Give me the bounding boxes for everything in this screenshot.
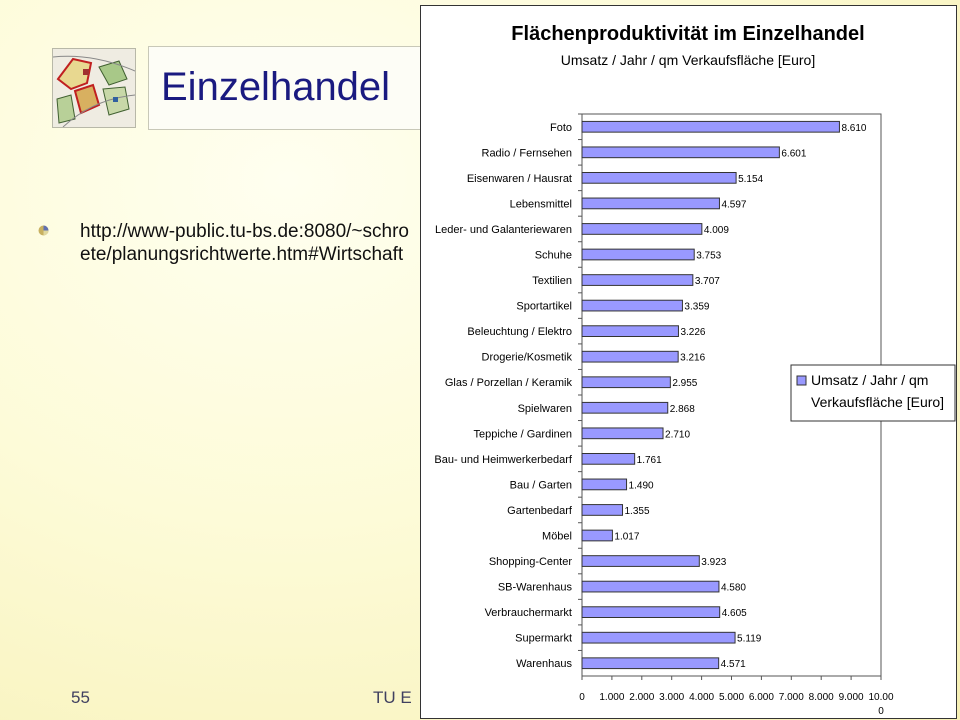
- data-label: 4.580: [721, 583, 746, 594]
- bullet-icon: [38, 225, 49, 236]
- category-label: Leder- und Galanteriewaren: [435, 224, 572, 236]
- category-label: Supermarkt: [515, 633, 572, 645]
- x-tick-label: 4.000: [689, 692, 714, 703]
- data-label: 5.154: [738, 174, 763, 185]
- x-tick-label: 5.000: [719, 692, 744, 703]
- data-label: 3.753: [696, 251, 721, 262]
- category-label: Verbrauchermarkt: [485, 607, 572, 619]
- bar-chart: Flächenproduktivität im Einzelhandel Umsa…: [434, 23, 956, 717]
- data-label: 4.009: [704, 225, 729, 236]
- map-thumbnail-graphic: [53, 49, 135, 127]
- category-label: Radio / Fernsehen: [482, 147, 573, 159]
- category-label: Gartenbedarf: [507, 505, 573, 517]
- bar: [581, 580, 720, 593]
- category-label: Foto: [550, 122, 572, 134]
- legend-label: Verkaufsfläche [Euro]: [811, 394, 944, 410]
- legend-label: Umsatz / Jahr / qm: [811, 372, 928, 388]
- data-label: 4.571: [721, 659, 746, 670]
- bar: [581, 274, 694, 286]
- data-label: 2.868: [670, 404, 695, 415]
- x-tick-label: 8.000: [809, 692, 834, 703]
- bar: [581, 376, 671, 389]
- x-tick-label: 0: [579, 692, 585, 703]
- category-label: Drogerie/Kosmetik: [482, 352, 573, 364]
- category-label: Beleuchtung / Elektro: [467, 326, 572, 338]
- bar: [581, 299, 683, 312]
- data-label: 3.359: [684, 302, 709, 313]
- data-label: 1.761: [637, 455, 662, 466]
- bullet-link-text[interactable]: http://www-public.tu-bs.de:8080/~schroet…: [80, 221, 409, 265]
- bar: [581, 248, 695, 261]
- bar: [581, 631, 736, 644]
- category-label: Bau / Garten: [510, 479, 572, 491]
- x-tick-label: 9.000: [839, 692, 864, 703]
- data-label: 8.610: [841, 123, 866, 134]
- legend-box: [790, 364, 956, 422]
- x-tick-label: 6.000: [749, 692, 774, 703]
- bar: [581, 325, 679, 338]
- category-label: Spielwaren: [518, 403, 572, 415]
- data-label: 3.216: [680, 353, 705, 364]
- category-label: Teppiche / Gardinen: [474, 428, 572, 440]
- bar: [581, 223, 703, 235]
- footer-text: TU E: [373, 688, 412, 707]
- bar: [581, 171, 737, 184]
- chart-title: Flächenproduktivität im Einzelhandel: [511, 23, 864, 45]
- data-label: 1.490: [629, 480, 654, 491]
- category-label: Schuhe: [535, 250, 572, 262]
- data-label: 2.955: [672, 378, 697, 389]
- bar: [581, 146, 780, 159]
- map-thumbnail: [52, 48, 136, 128]
- category-label: Sportartikel: [516, 301, 572, 313]
- bar: [581, 657, 720, 670]
- data-label: 6.601: [781, 148, 806, 159]
- bar: [581, 478, 628, 491]
- bar: [581, 555, 700, 567]
- category-label: Textilien: [532, 275, 572, 287]
- category-label: Glas / Porzellan / Keramik: [445, 377, 573, 389]
- bar: [581, 452, 636, 465]
- legend-swatch: [796, 375, 807, 386]
- bar: [581, 529, 613, 542]
- x-tick-label: 2.000: [629, 692, 654, 703]
- data-label: 3.226: [680, 327, 705, 338]
- data-label: 2.710: [665, 429, 690, 440]
- bar: [581, 504, 624, 516]
- category-label: SB-Warenhaus: [498, 582, 573, 594]
- x-tick-label: 3.000: [659, 692, 684, 703]
- data-label: 4.605: [722, 608, 747, 619]
- title-box: Einzelhandel: [148, 46, 440, 130]
- x-tick-label: 7.000: [779, 692, 804, 703]
- bar: [581, 120, 840, 133]
- x-tick-label: 10.00: [868, 692, 893, 703]
- category-label: Möbel: [542, 531, 572, 543]
- x-tick-label: 0: [878, 706, 884, 717]
- category-label: Eisenwaren / Hausrat: [467, 173, 572, 185]
- bar: [581, 197, 720, 210]
- chart-panel: Flächenproduktivität im Einzelhandel Umsa…: [420, 5, 957, 719]
- slide-number: 55: [71, 688, 90, 707]
- data-label: 3.707: [695, 276, 720, 287]
- chart-subtitle: Umsatz / Jahr / qm Verkaufsfläche [Euro]: [561, 52, 815, 68]
- slide-title: Einzelhandel: [161, 65, 391, 109]
- category-label: Lebensmittel: [510, 198, 572, 210]
- bar: [581, 427, 664, 440]
- x-tick-label: 1.000: [599, 692, 624, 703]
- data-label: 3.923: [701, 557, 726, 568]
- bar: [581, 401, 669, 414]
- data-label: 4.597: [721, 199, 746, 210]
- data-label: 1.017: [614, 532, 639, 543]
- category-label: Warenhaus: [516, 658, 572, 670]
- bar: [581, 606, 721, 619]
- category-label: Bau- und Heimwerkerbedarf: [434, 454, 573, 466]
- bar: [581, 350, 679, 363]
- data-label: 5.119: [737, 634, 762, 645]
- data-label: 1.355: [625, 506, 650, 517]
- category-label: Shopping-Center: [489, 556, 573, 568]
